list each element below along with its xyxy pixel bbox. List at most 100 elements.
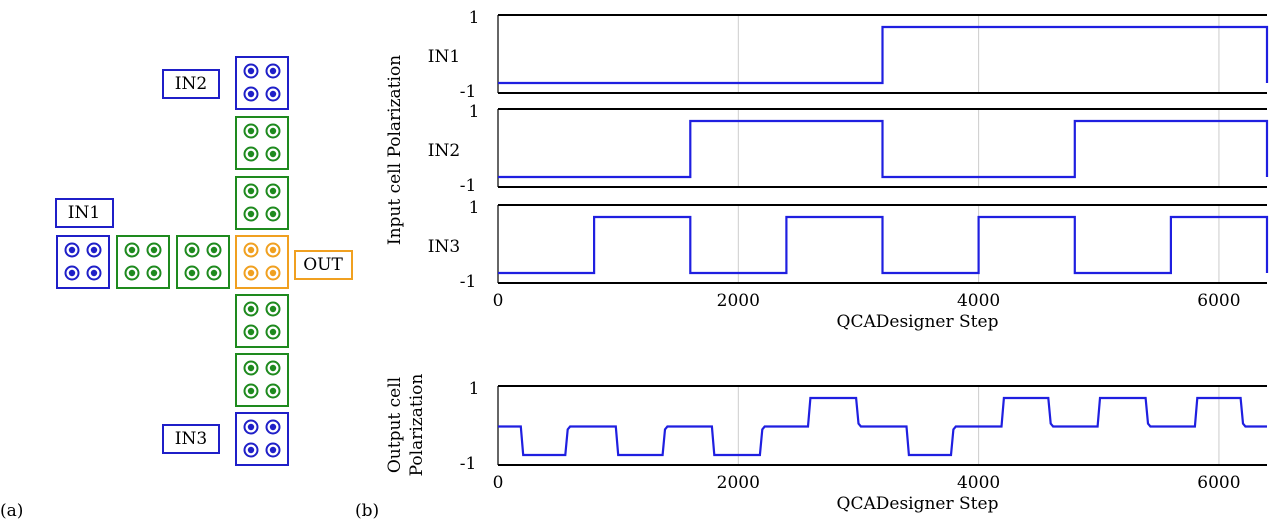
label-box-in2 [162, 69, 220, 99]
ytick-label: -1 [460, 82, 477, 102]
label-box-out [294, 250, 353, 280]
xtick-label: 0 [493, 473, 504, 493]
cell-border [235, 412, 289, 466]
input-ylabel: Input cell Polarization [385, 55, 405, 245]
electron [128, 246, 136, 254]
qca-cell-wire [235, 353, 289, 407]
cell-border [235, 116, 289, 170]
xtick-label: 2000 [717, 473, 760, 493]
output-ylabel-line1: Output cell [385, 377, 405, 473]
qca-cell-wire [116, 235, 170, 289]
electron [269, 90, 277, 98]
electron [150, 246, 158, 254]
electron [269, 387, 277, 395]
series-line [498, 215, 1269, 275]
electron [269, 269, 277, 277]
electron [210, 269, 218, 277]
output-ylabel-line2: Polarization [407, 374, 427, 477]
label-out: OUT [303, 255, 343, 275]
electron [68, 269, 76, 277]
qca-cell-wire [176, 235, 230, 289]
caption-a: (a) [0, 501, 23, 521]
electron [188, 246, 196, 254]
qca-cell-wire [235, 116, 289, 170]
electron [68, 246, 76, 254]
electron [247, 328, 255, 336]
electron [247, 387, 255, 395]
cell-border [176, 235, 230, 289]
electron [128, 269, 136, 277]
xtick-label: 6000 [1197, 291, 1240, 311]
electron [247, 305, 255, 313]
qca-cell-input [235, 412, 289, 466]
qca-majority-gate-layout [55, 56, 353, 466]
cell-border [116, 235, 170, 289]
electron [90, 269, 98, 277]
x-axis-label: QCADesigner Step [837, 494, 999, 514]
cell-border [56, 235, 110, 289]
xtick-label: 6000 [1197, 473, 1240, 493]
caption-b: (b) [355, 501, 379, 521]
label-box-in1 [55, 198, 114, 228]
qca-cell-output [235, 235, 289, 289]
electron [269, 246, 277, 254]
cell-border [235, 176, 289, 230]
series-line [498, 25, 1269, 85]
series-label: IN3 [428, 237, 460, 257]
electron [269, 446, 277, 454]
ytick-label: 1 [469, 8, 480, 28]
electron [269, 364, 277, 372]
series-label: IN1 [428, 47, 460, 67]
ytick-label: -1 [460, 176, 477, 196]
electron [269, 127, 277, 135]
electron [210, 246, 218, 254]
ytick-label: 1 [469, 102, 480, 122]
electron [247, 150, 255, 158]
series-line [498, 119, 1269, 179]
xtick-label: 2000 [717, 291, 760, 311]
xtick-label: 4000 [957, 473, 1000, 493]
x-axis-label: QCADesigner Step [837, 312, 999, 332]
electron [188, 269, 196, 277]
ytick-label: 1 [469, 379, 480, 399]
electron [247, 446, 255, 454]
electron [269, 305, 277, 313]
electron [247, 90, 255, 98]
electron [269, 187, 277, 195]
qca-cell-wire [235, 294, 289, 348]
ytick-label: -1 [460, 272, 477, 292]
cell-border [235, 294, 289, 348]
qca-cell-input [235, 56, 289, 110]
label-box-in3 [162, 424, 220, 454]
label-in3: IN3 [175, 429, 207, 449]
series-label: IN2 [428, 141, 460, 161]
xtick-label: 4000 [957, 291, 1000, 311]
electron [269, 67, 277, 75]
series-line [498, 396, 1267, 457]
electron [90, 246, 98, 254]
label-in1: IN1 [68, 203, 100, 223]
qca-cell-wire [235, 176, 289, 230]
electron [150, 269, 158, 277]
cell-border [235, 235, 289, 289]
electron [269, 328, 277, 336]
xtick-label: 0 [493, 291, 504, 311]
plot-4: 1 -1 0 2000 4000 6000 QCADesigner Step [460, 379, 1267, 514]
electron [269, 423, 277, 431]
electron [247, 246, 255, 254]
electron [247, 210, 255, 218]
electron [247, 127, 255, 135]
electron [247, 67, 255, 75]
electron [247, 364, 255, 372]
ytick-label: -1 [460, 454, 477, 474]
electron [247, 187, 255, 195]
electron [269, 150, 277, 158]
electron [247, 423, 255, 431]
cell-border [235, 353, 289, 407]
electron [247, 269, 255, 277]
cell-border [235, 56, 289, 110]
